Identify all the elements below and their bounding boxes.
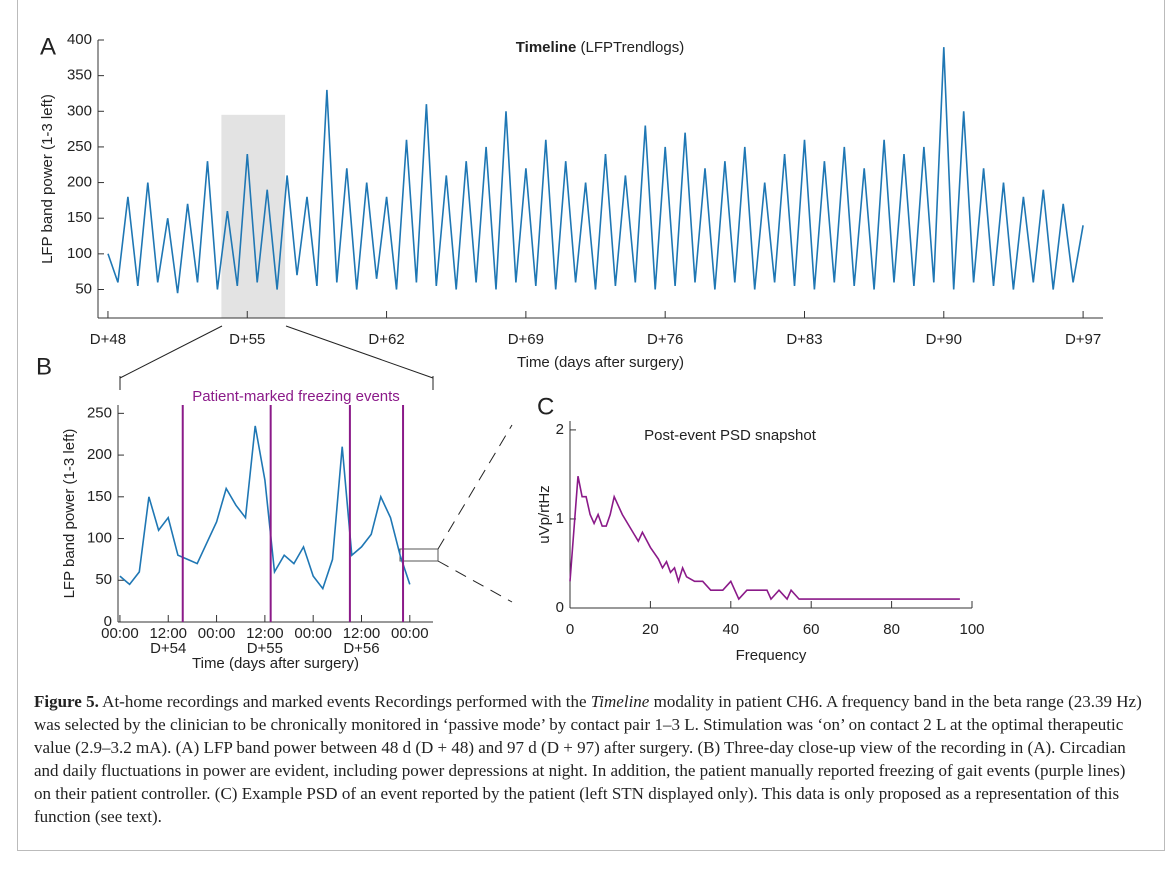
caption-text: At-home recordings and marked events Rec… (102, 692, 587, 711)
y-tick-label: 50 (95, 571, 112, 588)
y-tick-label: 200 (87, 446, 112, 463)
caption-italic: Timeline (590, 692, 650, 711)
x-tick-label: 80 (883, 621, 900, 638)
x-tick-label: 00:00 (101, 625, 139, 642)
y-tick-label: 300 (67, 102, 92, 119)
x-day-label: D+54 (150, 640, 186, 657)
y-tick-label: 100 (87, 530, 112, 547)
title-main: Patient-marked freezing events (192, 388, 400, 405)
x-tick-label: 20 (642, 621, 659, 638)
data-line (119, 425, 411, 591)
x-day-label: D+55 (247, 640, 283, 657)
title-main: Timeline (516, 39, 577, 56)
caption-label: Figure 5. (34, 692, 99, 711)
x-tick-label: 12:00 (246, 625, 284, 642)
y-axis-label: LFP band power (1-3 left) (61, 429, 78, 599)
x-day-label: D+56 (343, 640, 379, 657)
y-tick-label: 150 (87, 488, 112, 505)
chart-title: Post-event PSD snapshot (644, 427, 817, 444)
title-main: Post-event PSD snapshot (644, 427, 817, 444)
x-tick-label: D+62 (368, 331, 404, 348)
y-tick-label: 250 (87, 404, 112, 421)
title-sub: (LFPTrendlogs) (581, 39, 685, 56)
x-tick-label: 60 (803, 621, 820, 638)
y-tick-label: 350 (67, 67, 92, 84)
x-tick-label: 40 (722, 621, 739, 638)
y-tick-label: 250 (67, 138, 92, 155)
x-axis-label: Time (days after surgery) (192, 655, 359, 672)
data-line (107, 47, 1084, 294)
x-tick-label: 100 (959, 621, 984, 638)
x-axis-label: Time (days after surgery) (517, 354, 684, 371)
x-axis-label: Frequency (736, 647, 807, 664)
x-tick-label: 12:00 (343, 625, 381, 642)
caption-text: modality in patient CH6. A frequency ban… (34, 692, 1142, 826)
x-tick-label: D+48 (90, 331, 126, 348)
y-tick-label: 400 (67, 31, 92, 48)
y-axis-label: LFP band power (1-3 left) (39, 94, 56, 264)
chart-title: Patient-marked freezing events (192, 388, 400, 405)
x-tick-label: D+76 (647, 331, 683, 348)
zoom-connectors (119, 325, 513, 603)
y-tick-label: 0 (556, 599, 564, 616)
figure: A Timeline (LFPTrendlogs)5010015020025030… (36, 31, 1103, 672)
x-tick-label: D+83 (786, 331, 822, 348)
highlight-region (221, 114, 286, 318)
figure-frame (17, 0, 1165, 851)
panel-label: C (537, 393, 554, 420)
x-tick-label: D+55 (229, 331, 265, 348)
y-tick-label: 200 (67, 174, 92, 191)
panel-label: B (36, 353, 52, 380)
y-axis-label: uVp/rtHz (536, 485, 553, 543)
data-line (569, 476, 960, 601)
y-tick-label: 50 (75, 280, 92, 297)
y-tick-label: 150 (67, 209, 92, 226)
x-tick-label: D+69 (508, 331, 544, 348)
x-tick-label: 12:00 (149, 625, 187, 642)
x-tick-label: D+97 (1065, 331, 1101, 348)
caption: Figure 5. At-home recordings and marked … (34, 690, 1144, 828)
y-tick-label: 0 (104, 613, 112, 630)
chart-title: Timeline (LFPTrendlogs) (516, 39, 684, 56)
x-tick-label: 0 (566, 621, 574, 638)
y-tick-label: 2 (556, 421, 564, 438)
y-tick-label: 100 (67, 245, 92, 262)
x-tick-label: 00:00 (391, 625, 429, 642)
panel-label: A (40, 33, 56, 60)
y-tick-label: 1 (556, 510, 564, 527)
x-tick-label: D+90 (926, 331, 962, 348)
x-tick-label: 00:00 (198, 625, 236, 642)
x-tick-label: 00:00 (294, 625, 332, 642)
